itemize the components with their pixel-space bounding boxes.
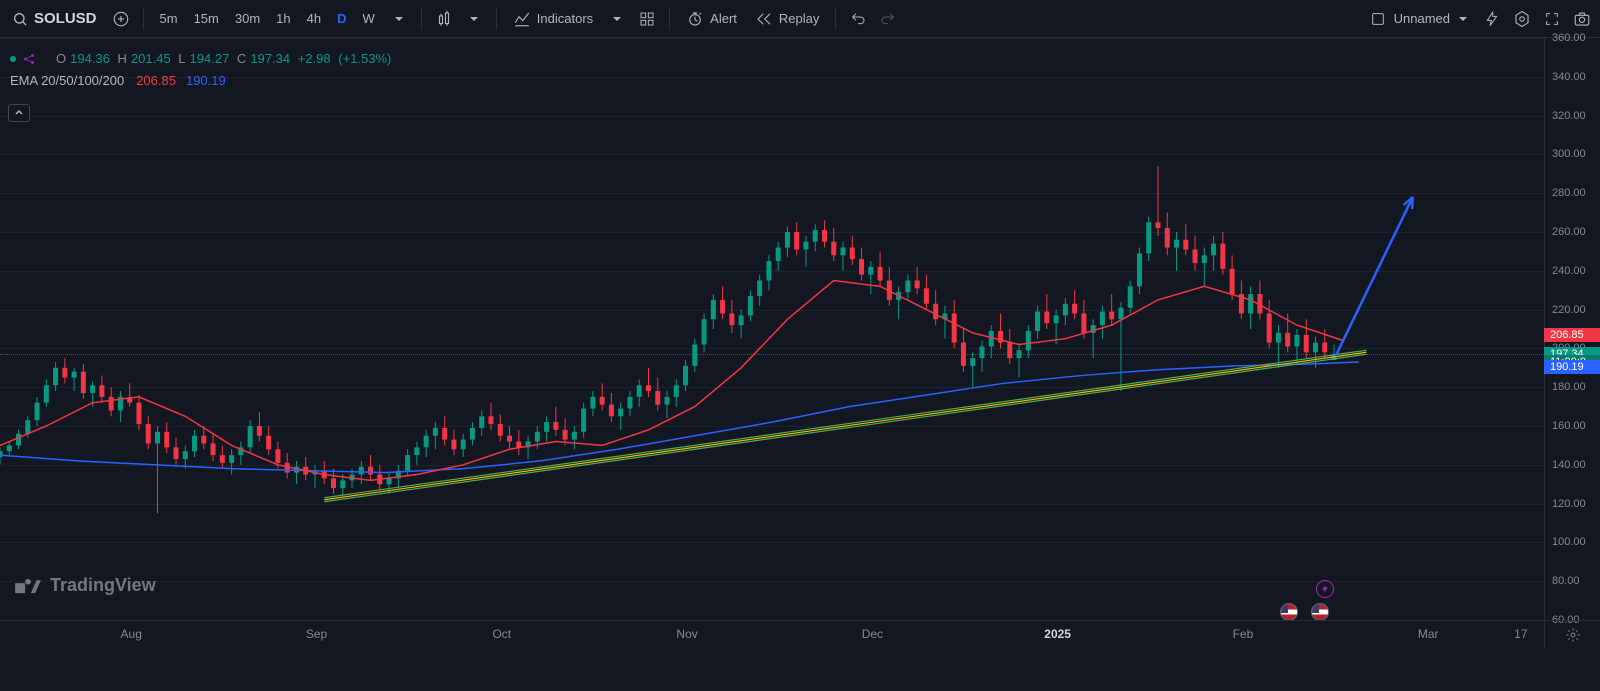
y-tick: 120.00: [1544, 498, 1600, 510]
tradingview-watermark: TradingView: [14, 575, 156, 596]
indicator-name[interactable]: EMA 20/50/100/200: [10, 70, 124, 92]
x-tick: Dec: [862, 627, 883, 641]
timeframe-D[interactable]: D: [329, 5, 354, 33]
timeframe-5m[interactable]: 5m: [152, 5, 186, 33]
price-marker: 206.85: [1544, 328, 1600, 342]
fullscreen-button[interactable]: [1538, 5, 1566, 33]
y-tick: 340.00: [1544, 71, 1600, 83]
status-dot: [10, 56, 16, 62]
indicators-dropdown[interactable]: [603, 5, 631, 33]
x-tick: 2025: [1044, 627, 1071, 641]
y-tick: 100.00: [1544, 536, 1600, 548]
collapse-legend-button[interactable]: [8, 104, 30, 122]
y-tick: 300.00: [1544, 148, 1600, 160]
x-tick: Nov: [676, 627, 697, 641]
redo-button[interactable]: [874, 5, 902, 33]
chart-style-button[interactable]: [430, 5, 458, 33]
y-tick: 280.00: [1544, 187, 1600, 199]
timeframe-30m[interactable]: 30m: [227, 5, 268, 33]
timeframe-group: 5m15m30m1h4hDW: [152, 5, 383, 33]
y-tick: 220.00: [1544, 304, 1600, 316]
chart-legend: O194.36 H201.45 L194.27 C197.34 +2.98 (+…: [10, 48, 395, 92]
timeframe-dropdown[interactable]: [385, 5, 413, 33]
timeframe-W[interactable]: W: [355, 5, 383, 33]
replay-button[interactable]: Replay: [747, 5, 827, 33]
indicators-button[interactable]: Indicators: [505, 5, 601, 33]
x-tick: Oct: [492, 627, 511, 641]
settings-button[interactable]: [1508, 5, 1536, 33]
y-tick: 160.00: [1544, 420, 1600, 432]
alert-button[interactable]: Alert: [678, 5, 745, 33]
y-tick: 320.00: [1544, 110, 1600, 122]
chart-area[interactable]: O194.36 H201.45 L194.27 C197.34 +2.98 (+…: [0, 38, 1600, 648]
templates-button[interactable]: [633, 5, 661, 33]
event-marker[interactable]: [1316, 580, 1334, 598]
price-marker: 190.19: [1544, 360, 1600, 374]
y-tick: 80.00: [1544, 575, 1600, 587]
time-axis[interactable]: Aug Sep Oct Nov Dec 2025 Feb Mar 17: [0, 620, 1544, 648]
snapshot-button[interactable]: [1568, 5, 1596, 33]
x-tick: 17: [1514, 627, 1527, 641]
price-axis[interactable]: 60.0080.00100.00120.00140.00160.00180.00…: [1544, 38, 1600, 648]
y-tick: 360.00: [1544, 32, 1600, 44]
undo-button[interactable]: [844, 5, 872, 33]
timeframe-15m[interactable]: 15m: [186, 5, 227, 33]
x-tick: Mar: [1418, 627, 1439, 641]
x-tick: Aug: [121, 627, 142, 641]
layout-menu[interactable]: Unnamed: [1362, 5, 1476, 33]
add-symbol-button[interactable]: [107, 5, 135, 33]
timeframe-1h[interactable]: 1h: [268, 5, 298, 33]
symbol-search[interactable]: SOLUSD: [4, 5, 105, 33]
axis-settings-button[interactable]: [1544, 620, 1600, 648]
x-tick: Feb: [1233, 627, 1254, 641]
x-tick: Sep: [306, 627, 327, 641]
share-icon[interactable]: [22, 52, 36, 66]
y-tick: 140.00: [1544, 459, 1600, 471]
y-tick: 180.00: [1544, 381, 1600, 393]
search-icon: [12, 11, 28, 27]
chart-style-dropdown[interactable]: [460, 5, 488, 33]
timeframe-4h[interactable]: 4h: [299, 5, 329, 33]
y-tick: 260.00: [1544, 226, 1600, 238]
candle-chart: [0, 38, 1544, 620]
symbol-text: SOLUSD: [34, 10, 97, 27]
y-tick: 240.00: [1544, 265, 1600, 277]
quick-search-button[interactable]: [1478, 5, 1506, 33]
top-toolbar: SOLUSD 5m15m30m1h4hDW Indicators Alert R…: [0, 0, 1600, 38]
